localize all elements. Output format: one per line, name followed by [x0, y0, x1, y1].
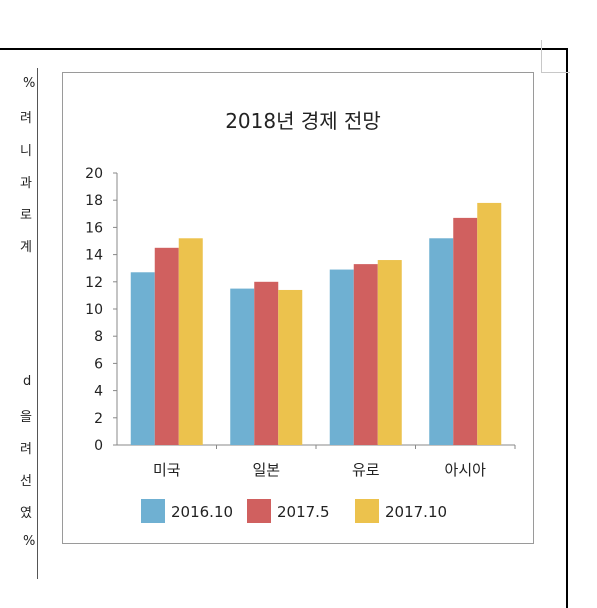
bar-2016-10-0	[130, 272, 155, 445]
bar-2016-10-3	[429, 238, 454, 445]
bar-chart: 2018년 경제 전망 0 2 4 6 8 10 12 14 16 18 20 미국 일본 유로 아시아 201…	[85, 109, 516, 523]
y-tick-label: 18	[85, 193, 103, 209]
legend-label: 2017.10	[385, 503, 447, 521]
y-tick-label: 2	[94, 411, 103, 427]
y-tick-label: 20	[85, 166, 103, 182]
y-tick-label: 6	[94, 356, 103, 372]
legend-label: 2017.5	[277, 503, 330, 521]
text-fragment: 로	[20, 208, 32, 223]
text-fragment: 니	[20, 144, 32, 159]
chart-title: 2018년 경제 전망	[225, 109, 381, 133]
truncated-body-text: % 려 니 과 로 계 d 을 려 선 였%	[0, 0, 36, 579]
bar-2016-10-1	[230, 288, 255, 445]
y-tick-label: 10	[85, 302, 103, 318]
legend-swatch-2	[355, 499, 379, 523]
text-fragment: 과	[20, 176, 32, 191]
legend-swatch-0	[141, 499, 165, 523]
x-tick-label: 일본	[252, 461, 280, 479]
y-tick-label: 8	[94, 329, 103, 345]
bar-2017-5-0	[154, 247, 179, 445]
text-fragment: 려	[20, 111, 32, 126]
x-tick-label: 유로	[352, 461, 380, 479]
text-fragment: 계	[20, 240, 32, 255]
text-fragment: %	[23, 76, 36, 91]
text-fragment: 선	[20, 474, 32, 489]
bar-2017-10-2	[377, 260, 402, 445]
document-page-frame	[0, 48, 568, 608]
chart-frame: 2018년 경제 전망 0 2 4 6 8 10 12 14 16 18 20 미국 일본 유로 아시아 201…	[62, 72, 534, 544]
y-tick-label: 4	[94, 384, 103, 400]
bar-2017-5-2	[353, 264, 378, 445]
y-tick-label: 0	[94, 438, 103, 454]
y-tick-label: 14	[85, 248, 103, 264]
page-corner-mark	[541, 40, 570, 73]
y-tick-label: 12	[85, 275, 103, 291]
x-tick-label: 아시아	[445, 461, 487, 479]
text-fragment: d	[23, 374, 32, 389]
x-tick-label: 미국	[153, 461, 181, 479]
text-fragment: 였	[20, 506, 32, 521]
y-tick-label: 16	[85, 220, 103, 236]
text-fragment: 려	[20, 442, 32, 457]
text-column-divider	[37, 68, 38, 579]
bar-2017-5-3	[453, 217, 478, 445]
bar-2017-5-1	[254, 281, 279, 445]
bar-2017-10-3	[477, 202, 502, 445]
text-fragment: %	[23, 534, 36, 549]
legend-label: 2016.10	[171, 503, 233, 521]
bar-2017-10-1	[278, 289, 303, 445]
bar-2017-10-0	[178, 238, 203, 445]
text-fragment: 을	[20, 410, 32, 425]
legend-swatch-1	[247, 499, 271, 523]
bar-2016-10-2	[329, 269, 354, 445]
